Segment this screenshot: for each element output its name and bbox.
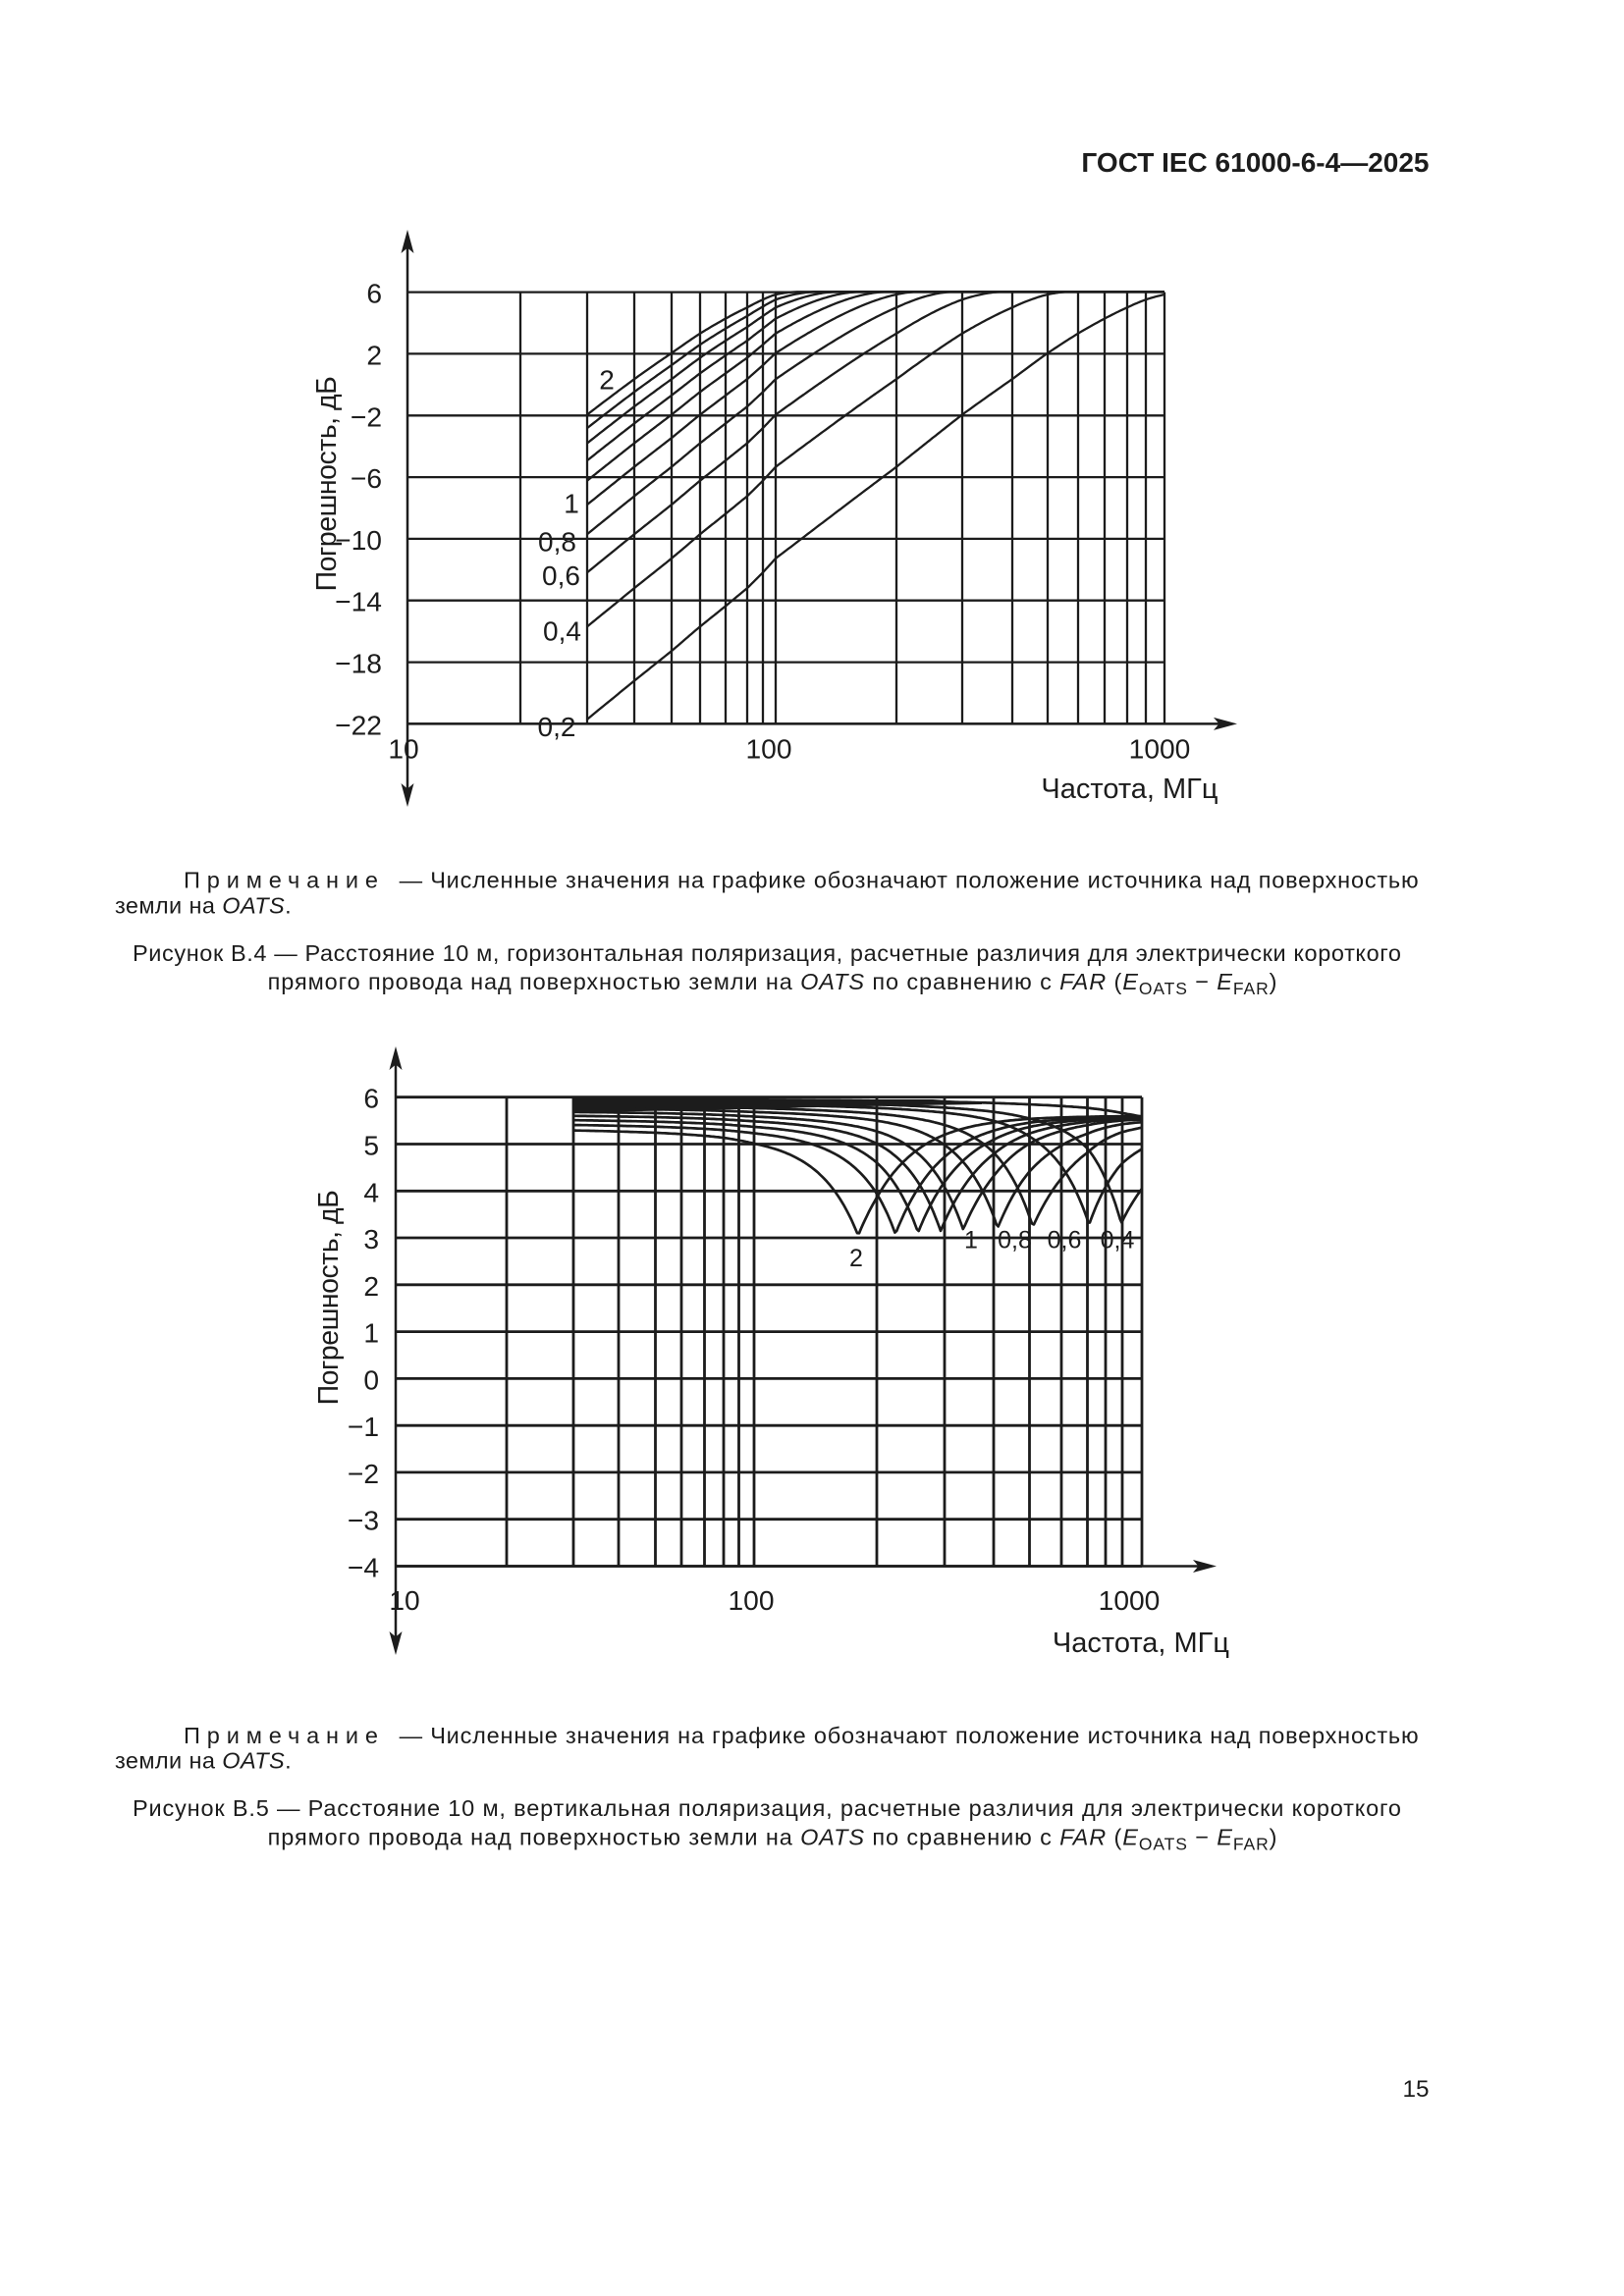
svg-text:−2: −2 — [351, 400, 382, 432]
svg-text:10: 10 — [389, 1584, 419, 1616]
svg-text:2: 2 — [599, 365, 615, 396]
svg-text:прямого провода над поверхност: прямого провода над поверхностью земли н… — [268, 1824, 1278, 1853]
svg-text:5: 5 — [363, 1130, 379, 1161]
svg-text:3: 3 — [363, 1223, 379, 1255]
svg-text:0,6: 0,6 — [542, 561, 580, 591]
svg-text:Погрешность, дБ: Погрешность, дБ — [313, 1191, 345, 1406]
svg-text:Частота, МГц: Частота, МГц — [1041, 774, 1218, 805]
svg-text:1: 1 — [964, 1227, 978, 1255]
svg-text:6: 6 — [363, 1083, 379, 1114]
svg-text:6: 6 — [366, 278, 382, 309]
svg-text:0,6: 0,6 — [1048, 1227, 1082, 1255]
svg-text:0,4: 0,4 — [1101, 1227, 1135, 1255]
svg-text:0: 0 — [363, 1363, 379, 1395]
svg-text:100: 100 — [745, 733, 791, 765]
svg-text:земли на OATS.: земли на OATS. — [115, 892, 292, 918]
svg-text:0,2: 0,2 — [538, 712, 576, 742]
svg-text:2: 2 — [366, 339, 382, 370]
svg-text:−22: −22 — [335, 709, 382, 740]
svg-text:Примечание: Примечание — [184, 868, 378, 893]
svg-text:0,4: 0,4 — [543, 616, 581, 647]
svg-text:100: 100 — [728, 1584, 774, 1616]
svg-text:1000: 1000 — [1099, 1584, 1161, 1616]
svg-text:−3: −3 — [348, 1505, 379, 1536]
svg-text:прямого провода над поверхност: прямого провода над поверхностью земли н… — [268, 969, 1278, 998]
svg-text:15: 15 — [1402, 2076, 1429, 2103]
svg-text:−10: −10 — [335, 524, 382, 556]
svg-text:ГОСТ IEC 61000-6-4—2025: ГОСТ IEC 61000-6-4—2025 — [1081, 147, 1429, 178]
svg-text:−18: −18 — [335, 648, 382, 679]
svg-text:— Численные значения на график: — Численные значения на графике обознача… — [400, 1723, 1419, 1748]
svg-text:0,8: 0,8 — [998, 1227, 1032, 1255]
svg-text:−4: −4 — [348, 1552, 379, 1583]
svg-text:0,8: 0,8 — [538, 527, 576, 558]
svg-text:Рисунок В.5 — Расстояние 10 м,: Рисунок В.5 — Расстояние 10 м, вертикаль… — [133, 1795, 1401, 1821]
svg-text:4: 4 — [363, 1176, 379, 1207]
svg-text:−14: −14 — [335, 586, 382, 617]
svg-text:1: 1 — [564, 489, 579, 519]
svg-text:−6: −6 — [351, 462, 382, 494]
svg-text:1000: 1000 — [1129, 733, 1191, 765]
svg-text:10: 10 — [388, 733, 418, 765]
svg-text:1: 1 — [363, 1317, 379, 1349]
svg-text:Погрешность, дБ: Погрешность, дБ — [311, 377, 343, 592]
svg-text:— Численные значения на график: — Численные значения на графике обознача… — [400, 868, 1419, 893]
svg-text:−1: −1 — [348, 1411, 379, 1442]
svg-text:Рисунок В.4 — Расстояние 10 м,: Рисунок В.4 — Расстояние 10 м, горизонта… — [133, 940, 1401, 966]
svg-text:2: 2 — [363, 1270, 379, 1302]
svg-text:Частота, МГц: Частота, МГц — [1053, 1628, 1229, 1659]
svg-text:2: 2 — [849, 1245, 863, 1272]
svg-text:−2: −2 — [348, 1458, 379, 1489]
svg-text:Примечание: Примечание — [184, 1723, 378, 1748]
svg-text:земли на OATS.: земли на OATS. — [115, 1748, 292, 1774]
